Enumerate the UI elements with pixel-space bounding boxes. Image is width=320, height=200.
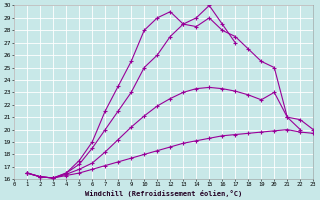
- X-axis label: Windchill (Refroidissement éolien,°C): Windchill (Refroidissement éolien,°C): [85, 190, 242, 197]
